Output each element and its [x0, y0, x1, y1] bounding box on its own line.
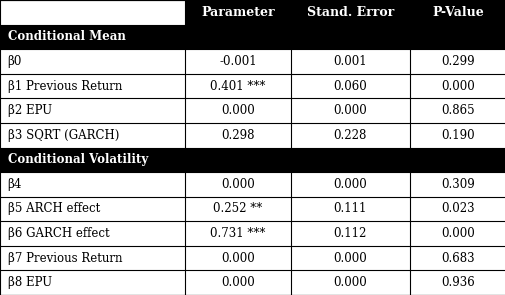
Bar [0, 246, 505, 271]
Bar [0, 49, 505, 74]
Text: 0.000: 0.000 [440, 80, 474, 93]
Text: P-Value: P-Value [431, 6, 483, 19]
Text: 0.252 **: 0.252 ** [213, 202, 262, 215]
Text: β2 EPU: β2 EPU [8, 104, 52, 117]
Bar [0, 221, 505, 246]
Text: 0.000: 0.000 [333, 276, 367, 289]
Text: 0.023: 0.023 [440, 202, 474, 215]
Text: 0.000: 0.000 [333, 178, 367, 191]
Text: 0.731 ***: 0.731 *** [210, 227, 265, 240]
Text: 0.309: 0.309 [440, 178, 474, 191]
Text: 0.000: 0.000 [221, 276, 254, 289]
Text: β1 Previous Return: β1 Previous Return [8, 80, 122, 93]
Text: 0.111: 0.111 [333, 202, 366, 215]
Text: 0.228: 0.228 [333, 129, 366, 142]
Text: Parameter: Parameter [200, 6, 274, 19]
Text: 0.401 ***: 0.401 *** [210, 80, 265, 93]
Bar [0, 148, 505, 172]
Bar [0, 197, 505, 221]
Text: 0.865: 0.865 [440, 104, 474, 117]
Text: 0.683: 0.683 [440, 252, 474, 265]
Text: 0.000: 0.000 [221, 104, 254, 117]
Text: 0.190: 0.190 [440, 129, 474, 142]
Text: 0.000: 0.000 [333, 104, 367, 117]
Bar [0, 24, 505, 49]
Bar [0, 172, 505, 197]
Text: -0.001: -0.001 [219, 55, 256, 68]
Text: β4: β4 [8, 178, 22, 191]
Text: 0.000: 0.000 [221, 178, 254, 191]
Bar [0, 271, 505, 295]
Text: β5 ARCH effect: β5 ARCH effect [8, 202, 99, 215]
Text: Conditional Mean: Conditional Mean [8, 30, 125, 43]
Text: 0.001: 0.001 [333, 55, 367, 68]
Text: β0: β0 [8, 55, 22, 68]
Text: 0.936: 0.936 [440, 276, 474, 289]
Text: β3 SQRT (GARCH): β3 SQRT (GARCH) [8, 129, 119, 142]
Bar [0, 0, 184, 24]
Text: β8 EPU: β8 EPU [8, 276, 52, 289]
Bar [290, 0, 409, 24]
Text: 0.000: 0.000 [333, 252, 367, 265]
Text: Stand. Error: Stand. Error [306, 6, 393, 19]
Text: 0.112: 0.112 [333, 227, 366, 240]
Text: 0.000: 0.000 [221, 252, 254, 265]
Text: 0.060: 0.060 [333, 80, 367, 93]
Text: Conditional Volatility: Conditional Volatility [8, 153, 147, 166]
Text: 0.000: 0.000 [440, 227, 474, 240]
Bar [184, 0, 290, 24]
Bar [409, 0, 505, 24]
Bar [0, 123, 505, 148]
Text: β6 GARCH effect: β6 GARCH effect [8, 227, 109, 240]
Text: 0.299: 0.299 [440, 55, 474, 68]
Bar [0, 98, 505, 123]
Bar [0, 74, 505, 98]
Text: 0.298: 0.298 [221, 129, 254, 142]
Text: β7 Previous Return: β7 Previous Return [8, 252, 122, 265]
